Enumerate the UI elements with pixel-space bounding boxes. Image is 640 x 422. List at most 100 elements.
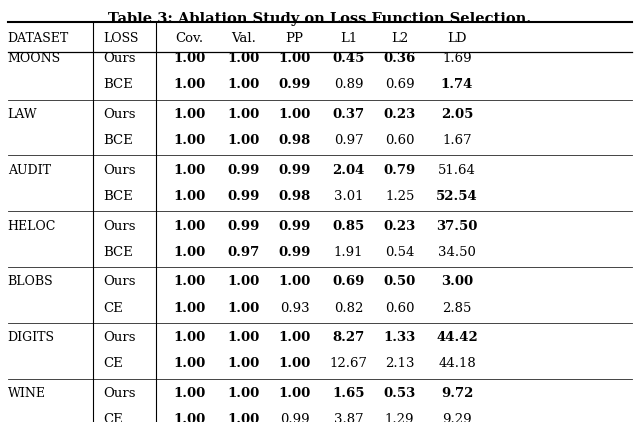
Text: 1.00: 1.00 bbox=[278, 276, 310, 288]
Text: 0.54: 0.54 bbox=[385, 246, 414, 259]
Text: 0.99: 0.99 bbox=[227, 219, 260, 233]
Text: 0.82: 0.82 bbox=[334, 302, 364, 314]
Text: 0.99: 0.99 bbox=[278, 78, 310, 91]
Text: 44.18: 44.18 bbox=[438, 357, 476, 371]
Text: 1.00: 1.00 bbox=[227, 52, 260, 65]
Text: 1.00: 1.00 bbox=[278, 331, 310, 344]
Text: 1.00: 1.00 bbox=[173, 78, 205, 91]
Text: 1.00: 1.00 bbox=[173, 190, 205, 203]
Text: L1: L1 bbox=[340, 32, 357, 46]
Text: BCE: BCE bbox=[103, 246, 133, 259]
Text: 0.45: 0.45 bbox=[333, 52, 365, 65]
Text: MOONS: MOONS bbox=[8, 52, 61, 65]
Text: 1.00: 1.00 bbox=[227, 134, 260, 147]
Text: 9.29: 9.29 bbox=[442, 413, 472, 422]
Text: Ours: Ours bbox=[103, 52, 136, 65]
Text: 0.23: 0.23 bbox=[383, 219, 416, 233]
Text: PP: PP bbox=[285, 32, 303, 46]
Text: 0.53: 0.53 bbox=[383, 387, 416, 400]
Text: Ours: Ours bbox=[103, 108, 136, 121]
Text: 1.67: 1.67 bbox=[442, 134, 472, 147]
Text: 0.97: 0.97 bbox=[227, 246, 260, 259]
Text: L2: L2 bbox=[391, 32, 408, 46]
Text: 1.00: 1.00 bbox=[278, 52, 310, 65]
Text: Table 3: Ablation Study on Loss Function Selection.: Table 3: Ablation Study on Loss Function… bbox=[108, 12, 532, 26]
Text: 0.60: 0.60 bbox=[385, 134, 415, 147]
Text: 0.99: 0.99 bbox=[280, 413, 309, 422]
Text: 0.69: 0.69 bbox=[333, 276, 365, 288]
Text: 0.23: 0.23 bbox=[383, 108, 416, 121]
Text: 1.00: 1.00 bbox=[173, 302, 205, 314]
Text: DATASET: DATASET bbox=[8, 32, 69, 46]
Text: 1.00: 1.00 bbox=[278, 357, 310, 371]
Text: 2.85: 2.85 bbox=[442, 302, 472, 314]
Text: 1.74: 1.74 bbox=[441, 78, 473, 91]
Text: Ours: Ours bbox=[103, 164, 136, 177]
Text: 1.25: 1.25 bbox=[385, 190, 414, 203]
Text: 1.00: 1.00 bbox=[173, 108, 205, 121]
Text: 1.29: 1.29 bbox=[385, 413, 415, 422]
Text: 1.69: 1.69 bbox=[442, 52, 472, 65]
Text: LD: LD bbox=[447, 32, 467, 46]
Text: 2.05: 2.05 bbox=[441, 108, 473, 121]
Text: 8.27: 8.27 bbox=[333, 331, 365, 344]
Text: 0.89: 0.89 bbox=[334, 78, 364, 91]
Text: 0.60: 0.60 bbox=[385, 302, 415, 314]
Text: 1.00: 1.00 bbox=[278, 108, 310, 121]
Text: LAW: LAW bbox=[8, 108, 37, 121]
Text: 0.98: 0.98 bbox=[278, 190, 310, 203]
Text: 9.72: 9.72 bbox=[441, 387, 473, 400]
Text: Val.: Val. bbox=[231, 32, 256, 46]
Text: 12.67: 12.67 bbox=[330, 357, 367, 371]
Text: 1.91: 1.91 bbox=[334, 246, 364, 259]
Text: 1.00: 1.00 bbox=[173, 164, 205, 177]
Text: 1.65: 1.65 bbox=[332, 387, 365, 400]
Text: BCE: BCE bbox=[103, 78, 133, 91]
Text: 52.54: 52.54 bbox=[436, 190, 478, 203]
Text: LOSS: LOSS bbox=[103, 32, 139, 46]
Text: CE: CE bbox=[103, 357, 123, 371]
Text: 0.97: 0.97 bbox=[334, 134, 364, 147]
Text: WINE: WINE bbox=[8, 387, 46, 400]
Text: 0.99: 0.99 bbox=[278, 164, 310, 177]
Text: 34.50: 34.50 bbox=[438, 246, 476, 259]
Text: Ours: Ours bbox=[103, 219, 136, 233]
Text: AUDIT: AUDIT bbox=[8, 164, 51, 177]
Text: 0.79: 0.79 bbox=[383, 164, 416, 177]
Text: 1.00: 1.00 bbox=[227, 276, 260, 288]
Text: 2.13: 2.13 bbox=[385, 357, 415, 371]
Text: Ours: Ours bbox=[103, 276, 136, 288]
Text: 0.99: 0.99 bbox=[227, 190, 260, 203]
Text: 0.37: 0.37 bbox=[333, 108, 365, 121]
Text: 1.00: 1.00 bbox=[227, 302, 260, 314]
Text: 3.00: 3.00 bbox=[441, 276, 473, 288]
Text: 0.93: 0.93 bbox=[280, 302, 309, 314]
Text: 1.00: 1.00 bbox=[173, 246, 205, 259]
Text: BCE: BCE bbox=[103, 134, 133, 147]
Text: 1.00: 1.00 bbox=[227, 387, 260, 400]
Text: 0.36: 0.36 bbox=[383, 52, 416, 65]
Text: 0.50: 0.50 bbox=[383, 276, 416, 288]
Text: 3.01: 3.01 bbox=[334, 190, 364, 203]
Text: 2.04: 2.04 bbox=[333, 164, 365, 177]
Text: 1.00: 1.00 bbox=[227, 331, 260, 344]
Text: CE: CE bbox=[103, 413, 123, 422]
Text: 1.00: 1.00 bbox=[173, 331, 205, 344]
Text: 0.98: 0.98 bbox=[278, 134, 310, 147]
Text: HELOC: HELOC bbox=[8, 219, 56, 233]
Text: Cov.: Cov. bbox=[175, 32, 204, 46]
Text: BCE: BCE bbox=[103, 190, 133, 203]
Text: 1.00: 1.00 bbox=[173, 276, 205, 288]
Text: 0.85: 0.85 bbox=[333, 219, 365, 233]
Text: 1.00: 1.00 bbox=[227, 78, 260, 91]
Text: 1.00: 1.00 bbox=[227, 108, 260, 121]
Text: 44.42: 44.42 bbox=[436, 331, 478, 344]
Text: 1.00: 1.00 bbox=[227, 413, 260, 422]
Text: Ours: Ours bbox=[103, 331, 136, 344]
Text: 0.69: 0.69 bbox=[385, 78, 415, 91]
Text: 1.00: 1.00 bbox=[173, 413, 205, 422]
Text: CE: CE bbox=[103, 302, 123, 314]
Text: 1.00: 1.00 bbox=[173, 134, 205, 147]
Text: 37.50: 37.50 bbox=[436, 219, 477, 233]
Text: 1.00: 1.00 bbox=[173, 52, 205, 65]
